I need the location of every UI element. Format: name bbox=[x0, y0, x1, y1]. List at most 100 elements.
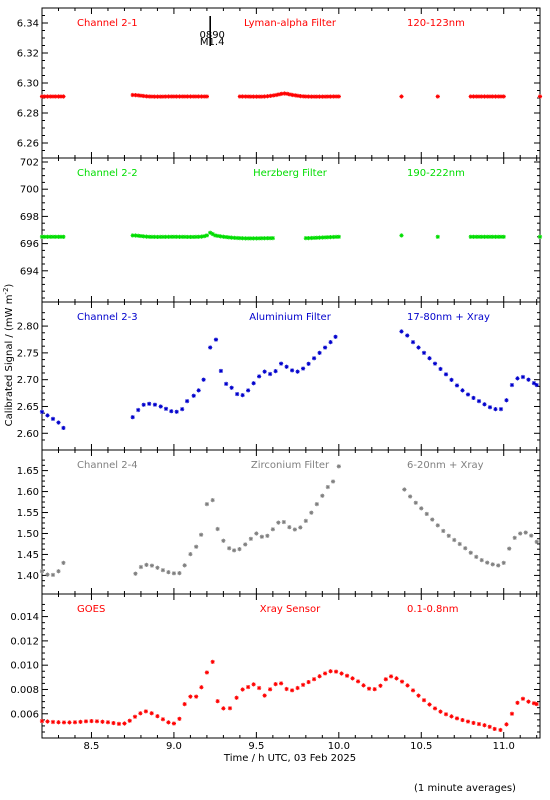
data-point bbox=[243, 542, 248, 547]
channel-label: GOES bbox=[77, 604, 105, 615]
data-point bbox=[424, 511, 429, 517]
data-point bbox=[56, 420, 61, 425]
data-point bbox=[320, 94, 325, 99]
data-point bbox=[295, 93, 301, 98]
data-point bbox=[317, 94, 322, 99]
data-point bbox=[155, 234, 160, 240]
y-tick-label: 6.26 bbox=[17, 139, 39, 150]
data-point bbox=[482, 234, 487, 239]
data-point bbox=[185, 94, 190, 99]
y-tick-label: 6.34 bbox=[17, 19, 39, 30]
data-point bbox=[61, 234, 66, 239]
data-point bbox=[166, 234, 171, 239]
data-point bbox=[199, 234, 204, 239]
y-tick-label: 2.75 bbox=[17, 348, 39, 359]
data-point bbox=[237, 236, 242, 241]
data-point bbox=[496, 234, 501, 239]
data-point bbox=[133, 233, 138, 238]
data-series bbox=[39, 230, 543, 241]
data-point bbox=[501, 560, 506, 565]
data-point bbox=[523, 530, 528, 535]
data-point bbox=[174, 94, 179, 99]
data-point bbox=[399, 679, 405, 684]
data-point bbox=[48, 234, 53, 239]
data-point bbox=[191, 94, 196, 99]
data-point bbox=[460, 717, 465, 723]
data-point bbox=[232, 235, 237, 240]
data-point bbox=[50, 416, 56, 421]
data-point bbox=[45, 719, 50, 724]
data-point bbox=[235, 235, 240, 241]
y-tick-label: 0.014 bbox=[10, 612, 39, 623]
data-point bbox=[311, 677, 317, 682]
data-point bbox=[232, 548, 237, 553]
data-point bbox=[311, 356, 317, 361]
panel-frame bbox=[41, 301, 541, 451]
data-point bbox=[147, 94, 152, 99]
data-point bbox=[166, 570, 171, 575]
data-point bbox=[215, 526, 220, 532]
data-point bbox=[490, 94, 495, 99]
data-point bbox=[221, 538, 226, 543]
filter-label: Lyman-alpha Filter bbox=[244, 18, 337, 29]
data-point bbox=[61, 425, 66, 431]
data-point bbox=[410, 688, 416, 693]
filter-label: Herzberg Filter bbox=[253, 168, 328, 179]
data-point bbox=[39, 234, 45, 239]
data-point bbox=[210, 231, 215, 237]
data-point bbox=[171, 94, 177, 99]
data-point bbox=[446, 533, 451, 538]
data-point bbox=[322, 94, 328, 99]
y-tick-label: 2.70 bbox=[17, 375, 39, 386]
data-point bbox=[100, 719, 105, 724]
data-point bbox=[333, 334, 338, 339]
data-point bbox=[487, 234, 493, 239]
data-point bbox=[163, 94, 168, 99]
data-point bbox=[234, 695, 239, 700]
data-point bbox=[537, 94, 543, 99]
data-point bbox=[460, 388, 465, 393]
data-point bbox=[537, 234, 543, 239]
data-point bbox=[171, 721, 177, 726]
data-point bbox=[306, 361, 311, 366]
data-point bbox=[94, 719, 100, 724]
data-point bbox=[56, 569, 61, 574]
data-point bbox=[160, 234, 166, 239]
data-point bbox=[443, 712, 449, 717]
data-point bbox=[518, 531, 523, 536]
data-point bbox=[320, 235, 325, 240]
data-point bbox=[56, 720, 61, 725]
data-point bbox=[259, 94, 264, 99]
data-point bbox=[138, 93, 144, 98]
data-series bbox=[39, 329, 539, 431]
data-point bbox=[314, 502, 319, 507]
data-point bbox=[303, 236, 308, 241]
x-axis-title: Time / h UTC, 03 Feb 2025 bbox=[223, 753, 356, 764]
data-point bbox=[138, 233, 144, 239]
data-point bbox=[336, 234, 341, 239]
data-point bbox=[452, 537, 457, 543]
data-point bbox=[408, 494, 413, 499]
data-point bbox=[248, 536, 253, 541]
data-point bbox=[498, 406, 504, 412]
data-point bbox=[72, 720, 78, 725]
data-point bbox=[177, 94, 182, 99]
data-point bbox=[155, 565, 160, 570]
data-point bbox=[202, 94, 207, 99]
data-point bbox=[322, 345, 328, 350]
data-point bbox=[251, 94, 256, 99]
x-tick-label: 8.5 bbox=[84, 741, 100, 752]
data-point bbox=[133, 92, 138, 98]
data-point bbox=[180, 407, 185, 412]
data-point bbox=[210, 659, 215, 664]
data-point bbox=[507, 546, 512, 551]
data-point bbox=[235, 391, 240, 397]
y-tick-label: 0.008 bbox=[10, 685, 39, 696]
data-point bbox=[138, 711, 143, 716]
data-point bbox=[226, 235, 231, 240]
data-point bbox=[270, 527, 275, 532]
data-point bbox=[191, 393, 196, 398]
data-point bbox=[295, 369, 300, 374]
